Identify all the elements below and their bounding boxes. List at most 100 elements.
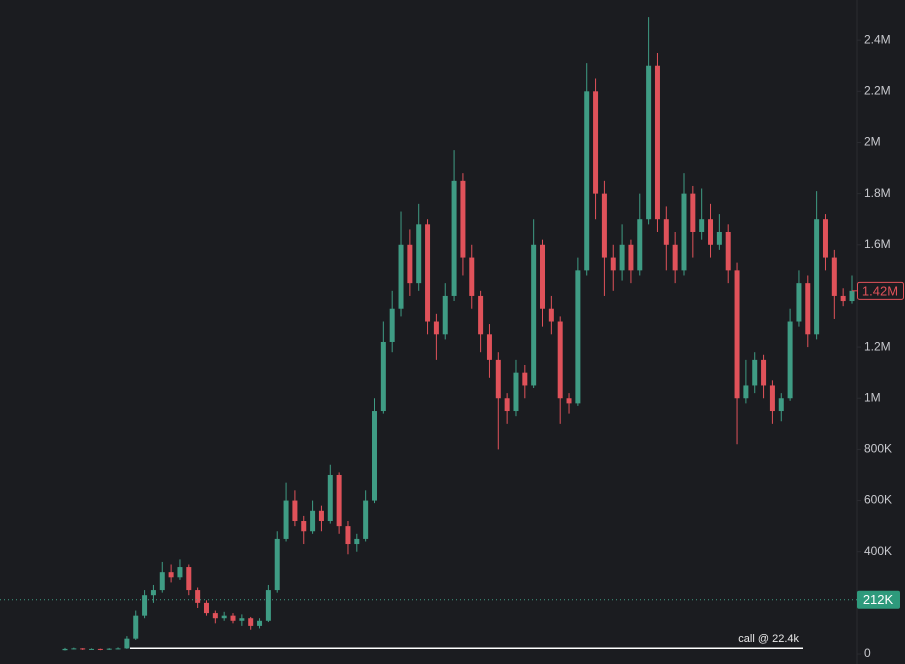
candle-body xyxy=(787,321,793,399)
candle-body xyxy=(540,244,546,309)
candle-body xyxy=(433,321,439,335)
candle-body xyxy=(168,572,174,578)
candle-body xyxy=(486,334,492,360)
call-label: call @ 22.4k xyxy=(738,633,799,645)
y-tick-label: 1.6M xyxy=(864,237,891,251)
candle-body xyxy=(274,538,280,591)
candle-body xyxy=(672,244,678,271)
candle-body xyxy=(62,648,68,651)
candle-body xyxy=(469,257,475,296)
candle-body xyxy=(336,474,342,527)
candle-body xyxy=(708,219,714,245)
last-price-label: 1.42M xyxy=(862,283,898,298)
candle-body xyxy=(849,290,855,302)
ref-label: 212K xyxy=(863,592,894,607)
candle-body xyxy=(159,572,165,591)
y-tick-label: 800K xyxy=(864,442,892,456)
candle-body xyxy=(504,398,510,412)
candle-body xyxy=(699,219,705,232)
candle-body xyxy=(769,385,775,412)
candle-body xyxy=(89,648,95,650)
candle-body xyxy=(522,372,528,386)
ref-badge xyxy=(857,590,900,609)
y-tick-label: 2.4M xyxy=(864,32,891,46)
y-tick-label: 1.8M xyxy=(864,186,891,200)
candle-body xyxy=(478,295,484,335)
y-tick-label: 600K xyxy=(864,493,892,507)
candle-body xyxy=(575,270,581,404)
candle-body xyxy=(593,91,599,194)
candle-body xyxy=(416,224,422,284)
candle-body xyxy=(292,500,298,522)
candle-body xyxy=(831,257,837,296)
y-tick-label: 1M xyxy=(864,390,881,404)
candle-body xyxy=(610,257,616,271)
candle-body xyxy=(663,219,669,245)
last-price-badge xyxy=(857,281,904,300)
candle-body xyxy=(115,648,121,650)
candle-body xyxy=(840,295,846,302)
candle-body xyxy=(778,398,784,412)
y-tick-label: 1.2M xyxy=(864,339,891,353)
candle-body xyxy=(177,567,183,578)
candle-body xyxy=(106,648,112,650)
candle-body xyxy=(407,244,413,284)
candle-body xyxy=(690,193,696,232)
candle-body xyxy=(601,193,607,258)
candle-body xyxy=(327,474,333,522)
candle-body xyxy=(566,398,572,404)
candle-body xyxy=(584,91,590,271)
candle-body xyxy=(124,638,130,649)
candle-body xyxy=(495,359,501,399)
candle-body xyxy=(133,615,139,639)
candle-body xyxy=(363,500,369,539)
y-tick-label: 0 xyxy=(864,646,871,660)
candle-body xyxy=(150,590,156,596)
candle-body xyxy=(354,538,360,545)
candle-body xyxy=(531,244,537,386)
candle-body xyxy=(310,510,316,532)
candle-body xyxy=(743,385,749,399)
candle-body xyxy=(725,231,731,271)
candle-body xyxy=(257,620,263,626)
candle-body xyxy=(646,65,652,220)
candle-body xyxy=(557,321,563,399)
candle-body xyxy=(451,180,457,296)
y-tick-label: 2M xyxy=(864,135,881,149)
candle-body xyxy=(345,526,351,545)
candle-body xyxy=(796,283,802,322)
candle-body xyxy=(371,411,377,501)
candle-body xyxy=(265,590,271,621)
candle-body xyxy=(380,341,386,412)
candle-body xyxy=(186,567,192,591)
candle-body xyxy=(442,295,448,335)
candle-body xyxy=(822,219,828,258)
candle-body xyxy=(805,283,811,335)
candle-body xyxy=(734,270,740,399)
candle-body xyxy=(425,224,431,322)
candle-body xyxy=(80,648,86,650)
candle-body xyxy=(71,648,77,650)
candle-body xyxy=(654,65,660,220)
candle-body xyxy=(637,219,643,271)
candle-body xyxy=(628,244,634,271)
candle-body xyxy=(398,244,404,309)
candle-body xyxy=(248,618,254,626)
candle-body xyxy=(212,613,218,619)
candle-body xyxy=(230,615,236,621)
y-tick-label: 2.2M xyxy=(864,83,891,97)
candle-body xyxy=(814,219,820,335)
candle-body xyxy=(203,602,209,614)
y-tick-label: 400K xyxy=(864,544,892,558)
candle-body xyxy=(301,521,307,532)
candle-body xyxy=(619,244,625,271)
candle-body xyxy=(460,180,466,258)
candle-body xyxy=(318,510,324,522)
candle-body xyxy=(752,359,758,386)
candle-body xyxy=(239,618,245,621)
candle-body xyxy=(548,308,554,322)
candle-body xyxy=(716,231,722,245)
candle-body xyxy=(389,308,395,342)
candle-body xyxy=(681,193,687,271)
